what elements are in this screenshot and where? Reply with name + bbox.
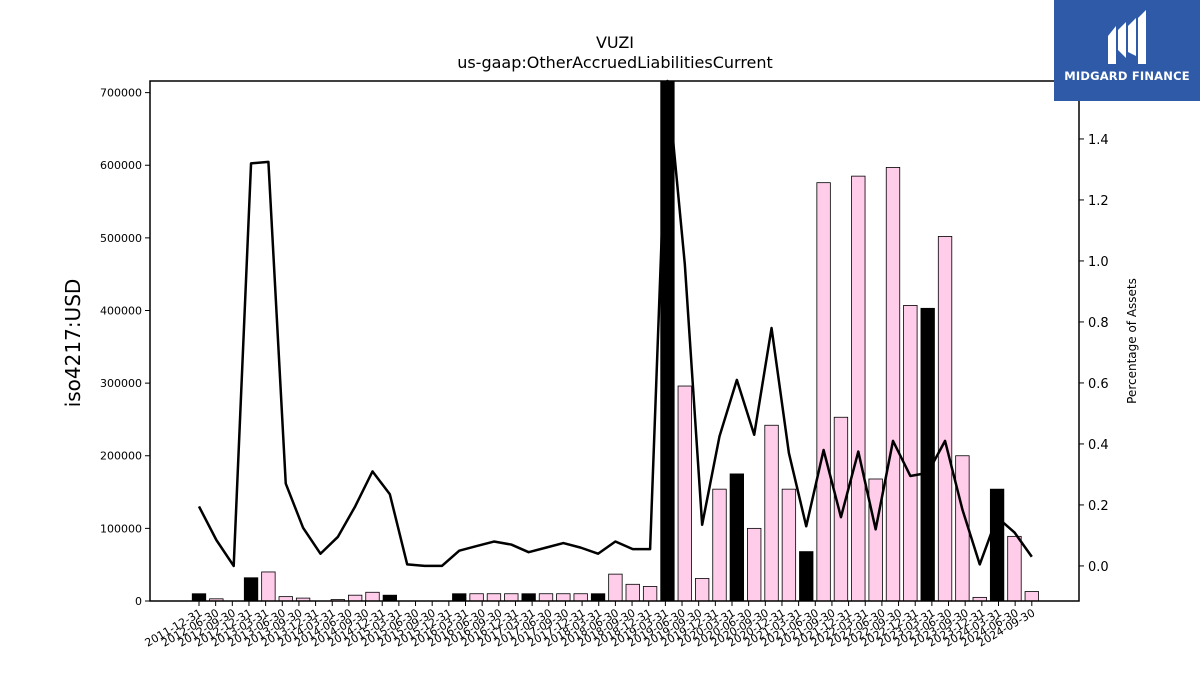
- bar: [573, 593, 588, 602]
- y2-tick-label: 0.0: [1088, 560, 1109, 575]
- y-tick-label: 100000: [100, 522, 142, 535]
- bar: [729, 473, 744, 602]
- bar: [695, 578, 710, 602]
- y-axis-label: iso4217:USD: [61, 279, 85, 408]
- bar: [504, 593, 519, 602]
- bar: [261, 571, 276, 602]
- y2-tick-label: 0.4: [1088, 438, 1109, 453]
- bar: [1024, 591, 1039, 602]
- bar: [885, 167, 901, 602]
- y-axis-left: 0 100000 200000 300000 400000 500000 600000 700…: [100, 87, 150, 608]
- y-tick-label: 0: [135, 595, 142, 608]
- y-tick-label: 400000: [100, 304, 142, 317]
- bar: [989, 488, 1005, 602]
- bar: [590, 593, 606, 602]
- bar: [486, 593, 502, 602]
- bar: [868, 478, 883, 602]
- bar: [816, 182, 831, 602]
- bar: [764, 424, 779, 602]
- bar: [365, 591, 380, 602]
- bar: [833, 416, 849, 602]
- midgard-finance-logo: MIDGARD FINANCE: [1054, 0, 1200, 101]
- bar: [521, 593, 536, 602]
- y2-tick-label: 0.8: [1088, 316, 1109, 331]
- bar: [677, 385, 692, 602]
- bar: [920, 307, 935, 602]
- bar: [1007, 535, 1022, 602]
- y-tick-label: 600000: [100, 159, 142, 172]
- y2-tick-label: 1.0: [1088, 255, 1109, 270]
- bar: [538, 593, 554, 602]
- bar: [469, 593, 484, 602]
- bar: [642, 586, 658, 602]
- bar: [781, 488, 797, 602]
- bar: [937, 236, 953, 602]
- bar: [608, 573, 623, 602]
- y2-tick-label: 1.2: [1088, 194, 1109, 209]
- logo-mark-icon: [1108, 10, 1146, 64]
- plot-frame: [149, 80, 1080, 602]
- percentage-line: [197, 79, 1033, 568]
- y2-tick-label: 0.2: [1088, 499, 1109, 514]
- y-tick-label: 700000: [100, 87, 142, 100]
- y-axis-right: 0.0 0.2 0.4 0.6 0.8 1.0 1.2 1.4: [1079, 133, 1109, 575]
- y2-tick-label: 1.4: [1088, 133, 1109, 148]
- bar: [243, 577, 259, 602]
- bar: [191, 593, 207, 602]
- bar: [799, 551, 814, 602]
- y2-tick-label: 0.6: [1088, 377, 1109, 392]
- y-tick-label: 500000: [100, 232, 142, 245]
- chart-subtitle: us-gaap:OtherAccruedLiabilitiesCurrent: [457, 53, 773, 72]
- y2-axis-label: Percentage of Assets: [1125, 278, 1139, 404]
- logo-text: MIDGARD FINANCE: [1064, 69, 1190, 83]
- y-tick-label: 200000: [100, 450, 142, 463]
- bar: [851, 175, 866, 602]
- bars-group: [191, 80, 1039, 602]
- bar: [747, 527, 762, 602]
- x-axis: 2011-12-312012-06-302012-09-302012-12-31…: [143, 601, 1037, 650]
- bar: [452, 593, 467, 602]
- y-tick-label: 300000: [100, 377, 142, 390]
- percentage-line-group: [197, 79, 1033, 568]
- bar: [903, 305, 918, 602]
- bar: [712, 488, 727, 602]
- bar: [556, 593, 571, 602]
- bar: [660, 80, 675, 602]
- chart-title: VUZI: [596, 33, 634, 52]
- bar: [625, 583, 640, 602]
- bar: [382, 594, 398, 602]
- bar: [347, 594, 363, 602]
